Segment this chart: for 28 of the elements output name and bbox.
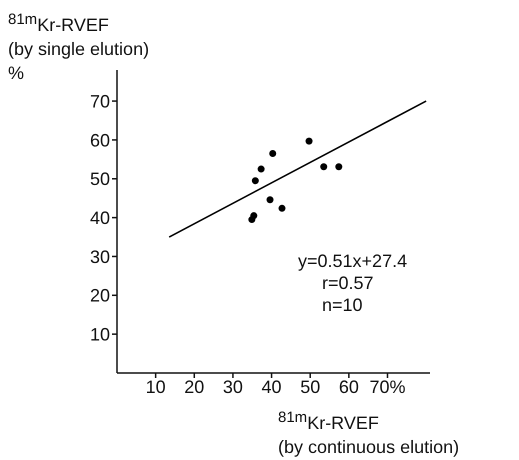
- x-tick-label: 60: [338, 376, 359, 397]
- y-tick-label: 10: [90, 324, 110, 345]
- annotation: r=0.57: [321, 272, 375, 294]
- y-tick-label: 60: [90, 130, 110, 150]
- point: [320, 163, 328, 170]
- y-tick-label: 20: [90, 286, 110, 306]
- point: [306, 138, 313, 145]
- y-tick-label: 70: [90, 91, 110, 112]
- x-tick-label: 70%: [369, 376, 406, 397]
- x-tick-label: 40: [262, 376, 282, 397]
- point: [269, 150, 276, 158]
- point: [252, 177, 259, 184]
- annotation: n=10: [321, 294, 364, 316]
- point: [248, 216, 256, 224]
- y-tick-label: 40: [90, 208, 110, 228]
- x-axis-title: $^{81m}$Kr-RVEF (by continuous elution): [278, 408, 460, 459]
- y-axis-title: $^{81m}$Kr-RVEF (by single elution) %: [8, 10, 150, 85]
- annotation: y=0.51x+27.4: [298, 250, 408, 272]
- x-tick-label: 20: [184, 376, 204, 397]
- x-tick-label: 50: [300, 376, 320, 397]
- point: [278, 204, 286, 212]
- point: [266, 196, 274, 204]
- y-tick-label: 50: [90, 169, 110, 190]
- point: [258, 166, 265, 173]
- y-tick-label: 30: [90, 246, 110, 267]
- x-tick-label: 10: [146, 376, 166, 397]
- point: [335, 163, 342, 170]
- x-tick-label: 30: [222, 376, 243, 397]
